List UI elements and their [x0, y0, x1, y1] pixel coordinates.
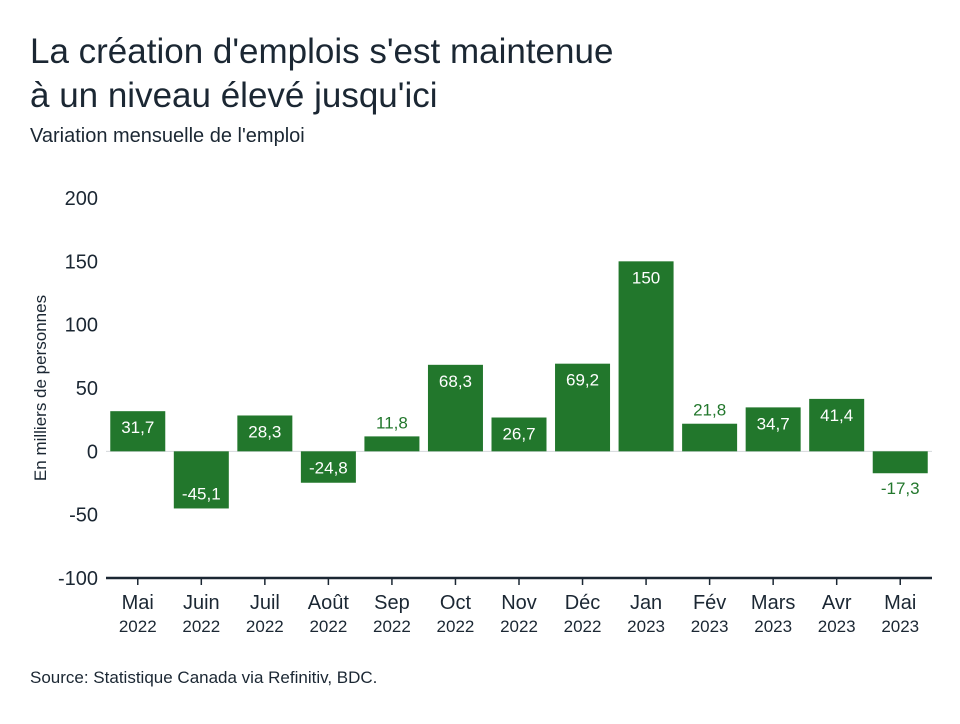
bar: [491, 417, 547, 452]
x-tick-label-year: 2022: [373, 617, 411, 636]
bar: [872, 451, 928, 474]
bar: [110, 411, 166, 452]
x-tick-label-year: 2023: [627, 617, 665, 636]
chart-title: La création d'emplois s'est maintenue à …: [30, 30, 930, 118]
x-tick-label-month: Avr: [822, 592, 852, 614]
y-axis-label: En milliers de personnes: [31, 295, 50, 481]
bar: [682, 423, 738, 452]
data-label: 41,4: [820, 406, 853, 425]
x-tick-label-year: 2022: [182, 617, 220, 636]
x-tick-label-year: 2022: [437, 617, 475, 636]
x-tick-label-month: Nov: [501, 592, 537, 614]
bar: [364, 436, 420, 452]
x-tick-label-month: Déc: [565, 592, 601, 614]
y-tick-label: 50: [76, 378, 98, 400]
x-tick-label-year: 2022: [246, 617, 284, 636]
x-tick-label-year: 2023: [754, 617, 792, 636]
x-tick-label-month: Sep: [374, 592, 410, 614]
bar: [618, 261, 674, 452]
x-tick-label-year: 2023: [691, 617, 729, 636]
bars: [110, 261, 928, 509]
data-label: 26,7: [502, 425, 535, 444]
x-tick-label-year: 2023: [881, 617, 919, 636]
y-tick-label: -50: [69, 505, 98, 527]
x-tick-label-month: Jan: [630, 592, 662, 614]
bar: [427, 364, 483, 452]
x-tick-label-year: 2022: [119, 617, 157, 636]
x-tick-label-year: 2022: [309, 617, 347, 636]
data-label: 21,8: [693, 401, 726, 420]
x-tick-label-month: Mai: [884, 592, 916, 614]
data-label: -24,8: [309, 459, 348, 478]
bar: [237, 415, 293, 452]
y-tick-label: 100: [65, 315, 98, 337]
x-tick-label-month: Mars: [751, 592, 795, 614]
x-tick-label-year: 2023: [818, 617, 856, 636]
bar: [300, 451, 356, 483]
data-label: 150: [632, 268, 660, 287]
y-tick-label: 0: [87, 441, 98, 463]
y-axis-ticks: 200 150 100 50 0 -50 -100: [58, 188, 98, 590]
chart-subtitle: Variation mensuelle de l'emploi: [30, 125, 305, 147]
data-label: 31,7: [121, 418, 154, 437]
bar: [555, 363, 611, 452]
x-tick-label-year: 2022: [564, 617, 602, 636]
bar: [809, 398, 865, 452]
bar: [745, 407, 801, 452]
x-tick-label-year: 2022: [500, 617, 538, 636]
data-label: 28,3: [248, 422, 281, 441]
y-tick-label: 150: [65, 251, 98, 273]
x-tick-label-month: Août: [308, 592, 350, 614]
chart-title-line-2: à un niveau élevé jusqu'ici: [30, 76, 438, 115]
chart-title-line-1: La création d'emplois s'est maintenue: [30, 32, 614, 71]
x-tick-label-month: Mai: [122, 592, 154, 614]
x-axis-ticks: [137, 578, 901, 585]
data-label: 11,8: [376, 413, 408, 432]
x-axis-labels: Mai 2022 Juin 2022 Juil 2022 Août 2022 Sep 2022 Oc…: [119, 592, 919, 636]
x-tick-label-month: Juin: [183, 592, 220, 614]
y-tick-label: 200: [65, 188, 98, 210]
x-tick-label-month: Oct: [440, 592, 472, 614]
y-tick-label: -100: [58, 568, 98, 590]
data-label: -45,1: [182, 484, 221, 503]
data-label: 34,7: [757, 414, 790, 433]
source-note: Source: Statistique Canada via Refinitiv…: [30, 668, 378, 687]
x-tick-label-month: Juil: [250, 592, 280, 614]
x-tick-label-month: Fév: [693, 592, 726, 614]
data-label: 68,3: [439, 372, 472, 391]
data-labels: 31,7 -45,1 28,3 -24,8 11,8 68,3 26,7 69,2 150 21,…: [121, 268, 919, 503]
data-label: 69,2: [566, 371, 599, 390]
data-label: -17,3: [881, 479, 920, 498]
bar: [173, 451, 229, 509]
